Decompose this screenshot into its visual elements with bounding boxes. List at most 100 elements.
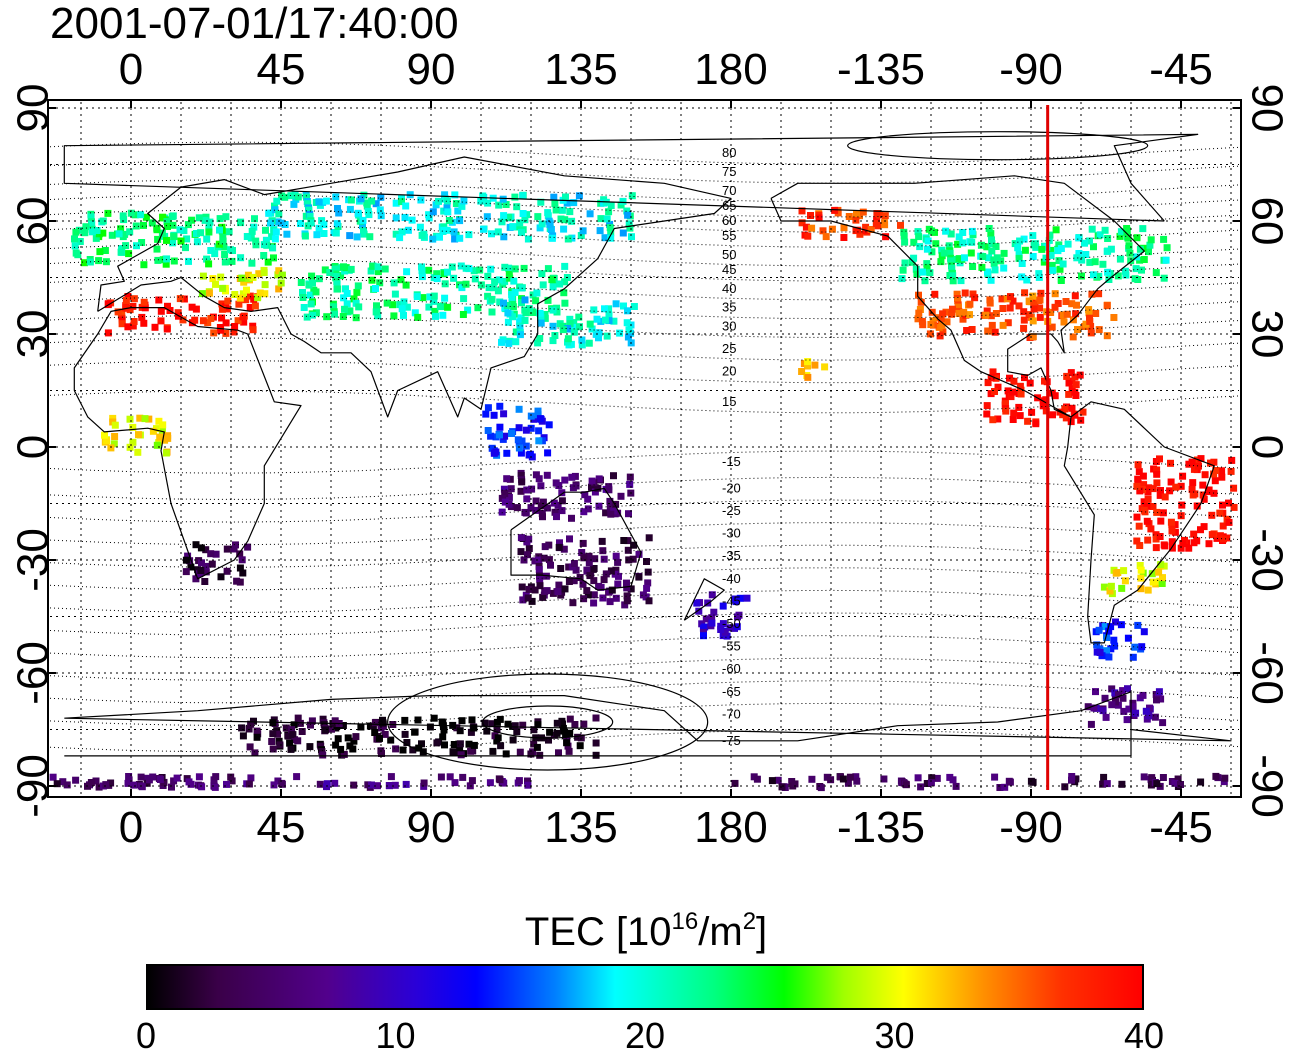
tec-cell [249, 326, 257, 334]
tec-cell [470, 724, 478, 732]
tec-cell [985, 225, 993, 232]
tec-cell [1177, 544, 1185, 552]
tec-cell [173, 774, 181, 782]
tec-cell [1137, 566, 1145, 574]
tec-cell [1016, 412, 1024, 420]
tec-cell [1015, 254, 1023, 262]
tec-cell [985, 254, 992, 262]
tec-cell [623, 579, 630, 587]
tec-cell [153, 226, 161, 234]
y-tick-label-left: 60 [9, 197, 58, 246]
tec-cell [645, 597, 653, 605]
tec-cell [153, 441, 161, 449]
tec-cell [211, 783, 219, 791]
tec-cell [103, 437, 111, 445]
tec-cell [192, 305, 200, 313]
tec-cell [281, 221, 289, 228]
coastline [1063, 401, 1215, 644]
tec-cell [95, 783, 103, 791]
tec-cell [1153, 479, 1161, 487]
tec-cell [983, 307, 991, 315]
tec-cell [511, 265, 519, 273]
contour-label: -45 [722, 593, 741, 608]
tec-cell [519, 192, 527, 200]
tec-cell [1225, 518, 1233, 526]
tec-cell [1103, 634, 1111, 641]
tec-cell [1096, 231, 1104, 239]
tec-cell [374, 268, 382, 276]
tec-cell [484, 404, 492, 412]
tec-cell [141, 415, 149, 423]
tec-cell [506, 274, 514, 282]
tec-cell [1122, 271, 1130, 279]
tec-cell [564, 335, 572, 343]
tec-cell [819, 227, 827, 235]
tec-cell [1069, 333, 1077, 341]
tec-cell [454, 207, 462, 215]
tec-cell [227, 246, 234, 254]
tec-cell [1167, 518, 1175, 526]
tec-cell [331, 717, 339, 725]
tec-cell [400, 298, 408, 306]
tec-cell [536, 575, 544, 583]
tec-cell [107, 444, 115, 452]
tec-cell [1010, 409, 1018, 417]
tec-cell [88, 228, 96, 236]
tec-cell [458, 717, 466, 725]
tec-cell [201, 578, 209, 585]
tec-cell [1131, 275, 1139, 283]
tec-cell [615, 572, 622, 580]
tec-cell [1228, 456, 1236, 464]
tec-cell [72, 776, 80, 784]
tec-cell [602, 509, 610, 517]
tec-cell [101, 431, 108, 439]
tec-cell [508, 291, 516, 298]
tec-cell [561, 585, 569, 593]
tec-cell [1134, 461, 1142, 469]
tec-cell [1021, 246, 1029, 254]
tec-cell [537, 502, 545, 510]
tec-cell [220, 243, 228, 251]
tec-cell [462, 280, 470, 288]
tec-cell [253, 733, 261, 741]
tec-cell [130, 295, 138, 303]
tec-cell [583, 587, 591, 595]
tec-cell [614, 580, 622, 588]
tec-cell [132, 222, 140, 230]
tec-cell [350, 737, 358, 745]
tec-cell [418, 231, 426, 239]
tec-cell [140, 261, 148, 269]
tec-cell [264, 258, 272, 266]
tec-cell [240, 318, 248, 326]
tec-cell [501, 498, 509, 506]
tec-cell [881, 221, 889, 229]
tec-cell [910, 238, 918, 246]
tec-cell [483, 213, 491, 221]
tec-cell [365, 211, 373, 219]
tec-cell [539, 593, 547, 601]
tec-cell [531, 586, 539, 594]
tec-cell [557, 215, 565, 223]
tec-cell [821, 363, 829, 371]
tec-cell [735, 611, 743, 619]
tec-cell [900, 232, 908, 240]
tec-cell [353, 288, 361, 296]
tec-cell [446, 773, 454, 781]
tec-cell [1017, 390, 1025, 398]
tec-cell [239, 313, 247, 321]
tec-cell [535, 427, 543, 435]
tec-cell [374, 263, 382, 271]
tec-cell [544, 449, 552, 457]
tec-cell [235, 300, 243, 308]
tec-cell [1018, 260, 1026, 267]
tec-cell [535, 556, 543, 564]
tec-cell [369, 262, 377, 270]
tec-cell [1020, 308, 1028, 316]
tec-cell [1068, 404, 1076, 412]
tec-cell [201, 216, 209, 224]
tec-cell [441, 191, 449, 199]
tec-cell [1221, 774, 1229, 782]
tec-cell [140, 221, 147, 229]
tec-cell [521, 317, 529, 324]
tec-cell [565, 563, 573, 571]
